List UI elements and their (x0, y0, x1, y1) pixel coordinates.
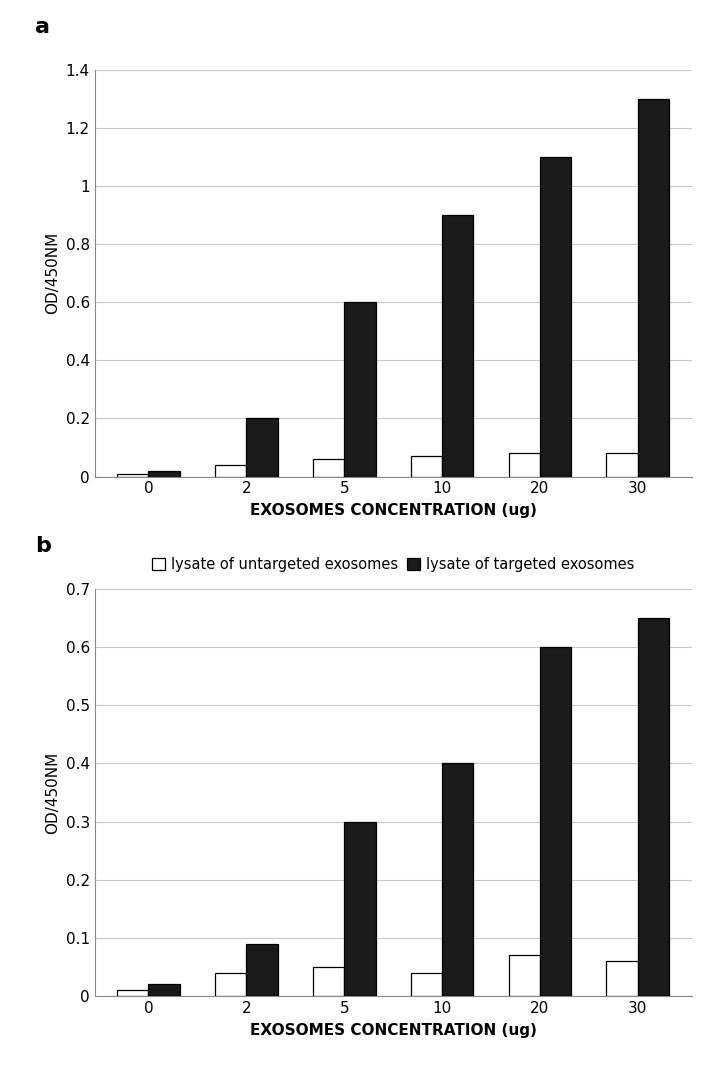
Bar (606, 453, 638, 477)
Bar (638, 618, 669, 996)
Bar (344, 302, 376, 477)
Text: b: b (35, 537, 51, 557)
Text: a: a (35, 17, 50, 37)
Legend: lysate of untargeted exosomes, lysate of targeted exosomes: lysate of untargeted exosomes, lysate of… (152, 557, 634, 572)
Bar (540, 647, 571, 996)
X-axis label: EXOSOMES CONCENTRATION (ug): EXOSOMES CONCENTRATION (ug) (250, 1023, 537, 1038)
Bar (509, 955, 540, 996)
Bar (117, 473, 149, 477)
Bar (411, 456, 442, 477)
Bar (540, 156, 571, 477)
Bar (442, 764, 473, 996)
Bar (215, 465, 246, 477)
Bar (149, 471, 180, 477)
Bar (638, 99, 669, 477)
Bar (117, 991, 149, 996)
Bar (149, 984, 180, 996)
Bar (606, 961, 638, 996)
Bar (344, 821, 376, 996)
Bar (246, 419, 277, 477)
Bar (442, 215, 473, 477)
Bar (313, 967, 344, 996)
Bar (246, 944, 277, 996)
X-axis label: EXOSOMES CONCENTRATION (ug): EXOSOMES CONCENTRATION (ug) (250, 503, 537, 518)
Y-axis label: OD/450NM: OD/450NM (45, 752, 60, 833)
Y-axis label: OD/450NM: OD/450NM (45, 232, 60, 314)
Bar (509, 453, 540, 477)
Bar (411, 972, 442, 996)
Bar (313, 459, 344, 477)
Bar (215, 972, 246, 996)
